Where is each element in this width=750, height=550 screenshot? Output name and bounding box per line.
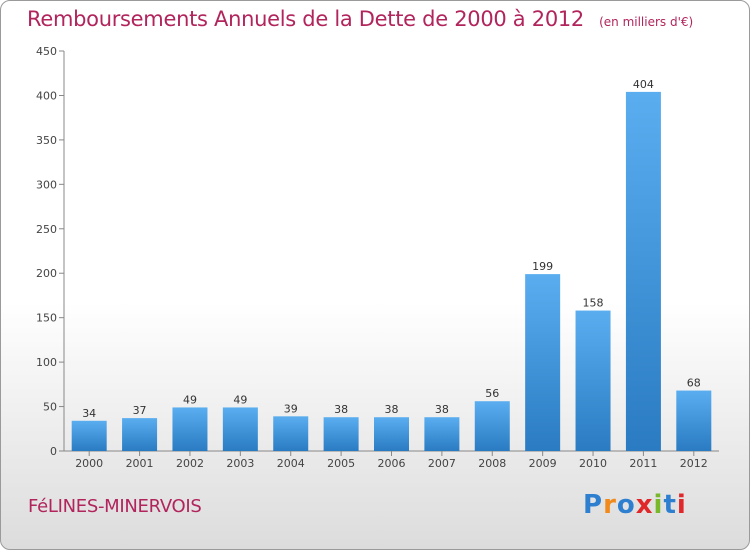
x-tick-label: 2001 [126,457,154,470]
logo-letter: t [663,490,677,520]
y-tick-label: 0 [50,445,57,458]
axes [59,50,719,456]
x-tick-label: 2008 [478,457,506,470]
bar [122,418,158,451]
data-label: 49 [233,393,247,406]
y-tick-label: 350 [36,134,57,147]
x-tick-label: 2007 [428,457,456,470]
data-label: 34 [82,407,96,420]
y-tick-label: 300 [36,178,57,191]
logo-letter: i [653,490,664,520]
y-tick-label: 250 [36,223,57,236]
chart-unit: (en milliers d'€) [599,15,694,29]
y-tick-label: 50 [43,401,57,414]
data-label: 68 [687,377,701,390]
y-tick-label: 450 [36,45,57,58]
x-tick-label: 2003 [226,457,254,470]
logo-letter: P [583,490,604,520]
logo-letter: x [635,490,654,520]
logo-letter: r [603,490,617,520]
data-label: 37 [133,404,147,417]
x-tick-label: 2005 [327,457,355,470]
data-label: 158 [583,297,604,310]
bar [575,310,611,451]
bar [273,416,309,451]
data-label: 39 [284,402,298,415]
data-label: 38 [334,403,348,416]
data-label: 38 [385,403,399,416]
bar [374,417,409,451]
x-tick-label: 2010 [579,457,607,470]
bar [474,401,510,451]
y-tick-label: 200 [36,267,57,280]
data-label: 38 [435,403,449,416]
proxiti-logo[interactable]: Proxiti [583,490,687,520]
bar [424,417,460,451]
logo-letter: i [676,490,687,520]
bar [71,420,107,451]
logo-letter: o [616,490,636,520]
bar [172,407,208,451]
x-tick-label: 2012 [680,457,708,470]
y-tick-label: 150 [36,312,57,325]
bar [222,407,258,451]
commune-name: FéLINES-MINERVOIS [28,496,202,517]
x-tick-label: 2006 [378,457,406,470]
data-label: 199 [532,260,553,273]
x-tick-label: 2002 [176,457,204,470]
data-label: 404 [633,78,654,91]
bar [676,390,712,451]
data-label: 56 [485,387,499,400]
x-tick-label: 2009 [529,457,557,470]
data-label: 49 [183,393,197,406]
x-tick-label: 2000 [75,457,103,470]
title-row: Remboursements Annuels de la Dette de 20… [27,7,693,31]
chart-title: Remboursements Annuels de la Dette de 20… [27,7,584,31]
y-tick-label: 400 [36,89,57,102]
x-tick-label: 2011 [629,457,657,470]
y-tick-label: 100 [36,356,57,369]
bar [525,274,561,451]
x-tick-label: 2004 [277,457,305,470]
bar [323,417,359,451]
bars [71,91,712,451]
labels: 0 50 100 150 200 250 300 350 400 450 2000 34 2001 37 2… [36,45,708,470]
bar [625,91,661,451]
